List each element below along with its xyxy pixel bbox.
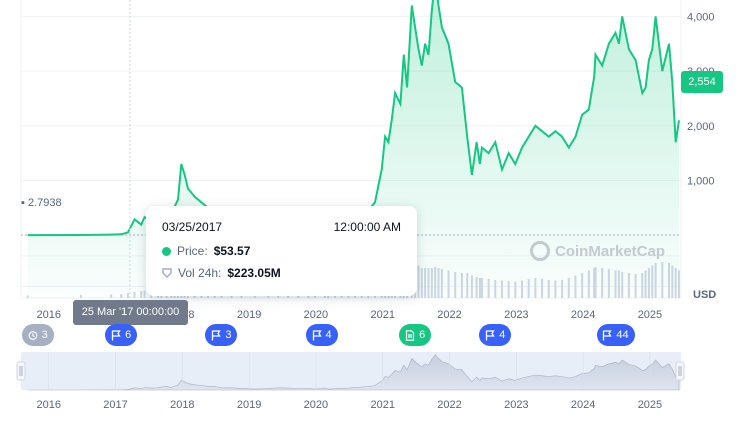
history-icon — [28, 330, 38, 341]
event-flag-count: 44 — [616, 329, 629, 341]
x-tick-label: 2025 — [638, 309, 662, 321]
x-tick-label: 2023 — [504, 309, 528, 321]
tooltip-price-label: Price: — [177, 244, 208, 258]
flag-icon — [602, 329, 613, 341]
event-flag-count: 3 — [225, 329, 232, 341]
flag-icon — [312, 329, 322, 341]
navigator-x-tick-label: 2019 — [237, 399, 261, 411]
tooltip-price-value: $53.57 — [213, 244, 251, 258]
coinmarketcap-logo-icon — [530, 241, 550, 261]
event-flag[interactable]: 3 — [205, 324, 238, 346]
event-flag[interactable]: 4 — [305, 324, 338, 346]
price-tooltip: 03/25/2017 12:00:00 AM Price: $53.57 Vol… — [146, 206, 417, 296]
navigator-x-tick-label: 2024 — [571, 399, 595, 411]
watermark: CoinMarketCap — [530, 241, 665, 261]
navigator-x-tick-label: 2018 — [170, 399, 194, 411]
event-flag[interactable]: 6 — [399, 324, 432, 346]
x-tick-label: 2019 — [237, 309, 261, 321]
navigator-x-tick-label: 2022 — [437, 399, 461, 411]
price-dot-icon — [162, 246, 171, 256]
event-flag[interactable]: 44 — [596, 324, 635, 346]
currency-label: USD — [693, 289, 717, 301]
tooltip-time: 12:00:00 AM — [333, 220, 401, 234]
event-flag-count: 6 — [419, 329, 426, 341]
event-flag-count: 4 — [325, 329, 332, 341]
tooltip-volume-value: $223.05M — [227, 266, 281, 280]
y-tick-label: 1,000 — [687, 175, 715, 187]
navigator-x-tick-label: 2021 — [370, 399, 394, 411]
event-flag[interactable]: 3 — [21, 324, 54, 346]
flag-icon — [211, 329, 221, 341]
event-flag-count: 3 — [41, 329, 48, 341]
x-tick-label: 2024 — [571, 309, 595, 321]
event-flag-count: 6 — [125, 329, 132, 341]
y-tick-label: 2,000 — [687, 121, 715, 133]
navigator-left-handle[interactable] — [16, 361, 26, 381]
x-tick-label: 2021 — [370, 309, 394, 321]
volume-bar — [26, 295, 29, 298]
navigator-x-tick-label: 2020 — [304, 399, 328, 411]
navigator-x-tick-label: 2025 — [638, 399, 662, 411]
start-price-label: ▪ 2.7938 — [21, 197, 62, 209]
x-tick-label: 2020 — [304, 309, 328, 321]
current-price-badge: 2,554 — [681, 71, 723, 93]
tooltip-volume-label: Vol 24h: — [178, 266, 222, 280]
volume-shield-icon — [162, 268, 172, 278]
navigator-x-tick-label: 2017 — [103, 399, 127, 411]
x-tick-label: 2016 — [36, 309, 60, 321]
event-flag[interactable]: 4 — [479, 324, 512, 346]
event-flag[interactable]: 6 — [105, 324, 138, 346]
event-flag-count: 4 — [499, 329, 506, 341]
flag-icon — [485, 329, 495, 341]
crosshair-date-label: 25 Mar '17 00:00:00 — [73, 300, 188, 325]
tooltip-date: 03/25/2017 — [162, 220, 223, 234]
navigator-x-tick-label: 2016 — [36, 399, 60, 411]
navigator-right-handle[interactable] — [675, 361, 685, 381]
navigator-x-axis: 2016 2017 2018 2019 2020 2021 2022 2023 2024 2025 — [36, 352, 662, 411]
x-tick-label: 2022 — [437, 309, 461, 321]
watermark-text: CoinMarketCap — [555, 242, 666, 260]
flag-icon — [111, 329, 121, 341]
document-icon — [405, 329, 415, 341]
y-tick-label: 4,000 — [687, 11, 715, 23]
price-line — [27, 0, 680, 237]
navigator-x-tick-label: 2023 — [504, 399, 528, 411]
